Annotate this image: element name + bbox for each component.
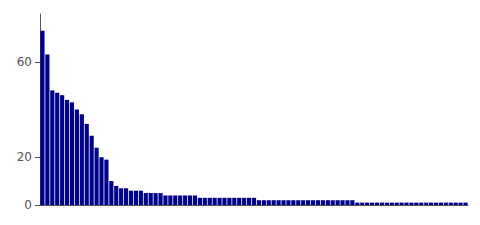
svg-text:20: 20 [17, 150, 32, 164]
svg-text:0: 0 [24, 198, 32, 212]
svg-text:60: 60 [17, 55, 32, 69]
